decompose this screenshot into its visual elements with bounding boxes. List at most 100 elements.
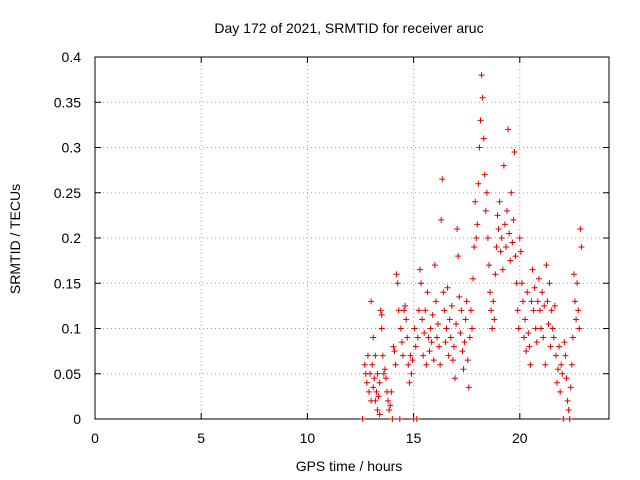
data-point — [492, 271, 499, 278]
y-axis-label: SRMTID / TECUs — [7, 184, 23, 294]
data-point — [536, 307, 543, 314]
data-point — [398, 339, 405, 346]
data-point — [477, 117, 484, 124]
data-point — [386, 406, 393, 413]
data-point — [517, 248, 524, 255]
data-point — [430, 357, 437, 364]
data-point — [507, 257, 514, 264]
data-point — [535, 275, 542, 282]
data-point — [404, 334, 411, 341]
data-point — [572, 298, 579, 305]
data-point — [478, 72, 485, 79]
data-point — [493, 244, 500, 251]
data-point — [467, 307, 474, 314]
data-point — [436, 343, 443, 350]
x-tick-label: 15 — [406, 430, 422, 446]
data-point — [453, 320, 460, 327]
data-point — [529, 266, 536, 273]
data-point — [401, 307, 408, 314]
data-point — [389, 416, 396, 422]
data-point — [576, 325, 583, 332]
data-point — [431, 262, 438, 269]
data-point — [526, 343, 533, 350]
data-point — [407, 352, 414, 359]
data-point — [382, 375, 389, 382]
data-point — [379, 352, 386, 359]
data-point — [414, 334, 421, 341]
data-point — [416, 266, 423, 273]
data-point — [365, 388, 372, 395]
data-point — [527, 361, 534, 368]
data-point — [504, 207, 511, 214]
data-point — [440, 289, 447, 296]
data-point — [577, 225, 584, 232]
data-point — [374, 370, 381, 377]
data-point — [499, 266, 506, 273]
data-point — [539, 289, 546, 296]
data-point — [570, 271, 577, 278]
data-point — [381, 366, 388, 373]
data-point — [557, 388, 564, 395]
data-point — [378, 311, 385, 318]
data-point — [371, 375, 378, 382]
data-point — [567, 384, 574, 391]
data-point — [491, 316, 498, 323]
data-point — [484, 235, 491, 241]
data-point — [461, 339, 468, 346]
data-point — [396, 416, 403, 422]
data-point — [429, 311, 436, 318]
data-point — [469, 325, 476, 332]
data-point — [566, 416, 573, 422]
data-point — [376, 379, 383, 386]
data-point — [485, 262, 492, 269]
data-point — [394, 280, 401, 287]
data-point — [487, 289, 494, 296]
data-point — [447, 334, 454, 341]
y-tick-label: 0.15 — [54, 275, 81, 291]
data-point — [530, 307, 537, 314]
y-tick-label: 0.2 — [62, 230, 82, 246]
data-point — [363, 379, 370, 386]
data-point — [444, 284, 451, 291]
data-point — [540, 334, 547, 341]
data-point — [501, 221, 508, 228]
data-point — [555, 366, 562, 373]
data-point — [516, 235, 523, 241]
data-point — [465, 384, 472, 391]
data-point — [496, 198, 503, 205]
data-point — [565, 406, 572, 413]
chart-title: Day 172 of 2021, SRMTID for receiver aru… — [214, 20, 483, 36]
data-point — [541, 302, 548, 309]
data-point — [560, 416, 567, 422]
data-point — [435, 320, 442, 327]
data-points — [359, 72, 585, 422]
y-tick-label: 0.1 — [62, 321, 82, 337]
data-point — [441, 307, 448, 314]
data-point — [425, 334, 432, 341]
y-tick-label: 0.05 — [54, 366, 81, 382]
data-point — [563, 375, 570, 382]
data-point — [471, 244, 478, 251]
data-point — [531, 284, 538, 291]
data-point — [403, 316, 410, 323]
data-point — [498, 235, 505, 241]
data-point — [392, 361, 399, 368]
x-tick-label: 20 — [512, 430, 528, 446]
data-point — [505, 126, 512, 133]
data-point — [546, 280, 553, 287]
data-point — [459, 348, 466, 355]
data-point — [515, 325, 522, 332]
data-point — [376, 411, 383, 418]
x-tick-label: 5 — [197, 430, 205, 446]
data-point — [548, 307, 555, 314]
data-point — [538, 325, 545, 332]
axis-ticks — [94, 56, 609, 420]
data-point — [502, 244, 509, 251]
data-point — [449, 357, 456, 364]
data-point — [385, 397, 392, 404]
data-point — [473, 235, 480, 241]
y-tick-labels: 0 0.05 0.1 0.15 0.2 0.25 0.3 0.35 0.4 — [54, 49, 81, 427]
data-point — [405, 361, 412, 368]
data-point — [489, 325, 496, 332]
data-point — [482, 207, 489, 214]
